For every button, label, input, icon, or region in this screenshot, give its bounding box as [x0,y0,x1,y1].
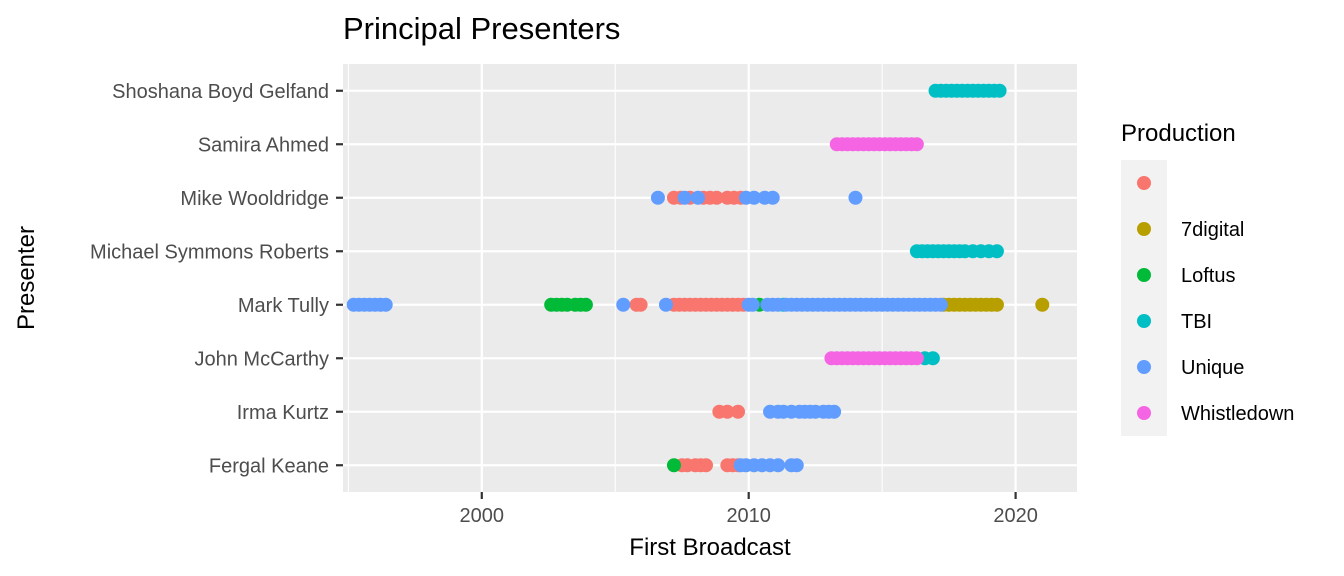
legend-label: Loftus [1181,265,1235,287]
y-tick-label: Mike Wooldridge [180,188,329,210]
legend-key [1137,176,1151,190]
plot-panel [343,64,1077,492]
data-point-7digital [989,297,1004,312]
legend: Production 7digital Loftus TBI Unique Whistl… [1121,120,1294,436]
legend-key [1137,360,1151,374]
data-point-unique [771,458,786,473]
y-tick-label: John McCarthy [195,348,330,370]
x-tick-label: 2000 [460,505,505,527]
data-point-tbi [992,83,1007,98]
legend-label: 7digital [1181,219,1244,241]
data-point-unique [677,190,692,205]
data-points [346,83,1050,473]
y-axis-label: Presenter [13,226,40,330]
y-tick-label: Shoshana Boyd Gelfand [112,81,329,103]
data-point-unique [747,190,762,205]
data-point-unlabeled [720,404,735,419]
data-point-unique [616,297,631,312]
data-point-loftus [666,458,681,473]
y-tick-label: Samira Ahmed [198,134,329,156]
x-axis-label: First Broadcast [629,534,791,561]
data-point-unique [933,297,948,312]
legend-key-background [1121,160,1167,436]
legend-key [1137,314,1151,328]
data-point-unique [745,297,760,312]
data-point-unlabeled [709,190,724,205]
data-point-unique [765,190,780,205]
data-point-unique [658,297,673,312]
data-point-whistledown [909,351,924,366]
data-point-unlabeled [731,404,746,419]
x-tick-label: 2010 [726,505,771,527]
x-tick-label: 2020 [993,505,1038,527]
data-point-unlabeled [699,458,713,473]
chart-title: Principal Presenters [343,11,620,46]
data-point-tbi [989,244,1004,259]
data-point-unique [650,190,665,205]
data-point-unique [848,190,863,205]
data-point-unique [690,190,705,205]
data-point-loftus [578,297,593,312]
legend-key [1137,222,1151,236]
data-point-7digital [1035,297,1050,312]
legend-key [1137,406,1151,420]
data-point-tbi [925,351,940,366]
data-point-unique [378,297,393,312]
legend-label: Unique [1181,357,1244,379]
data-point-unique [789,458,804,473]
legend-title: Production [1121,120,1236,147]
y-tick-label: Fergal Keane [209,455,329,477]
y-tick-label: Irma Kurtz [237,402,329,424]
legend-label: Whistledown [1181,403,1294,425]
y-axis: Fergal Keane Irma Kurtz John McCarthy Mark … [90,81,343,477]
data-point-unlabeled [633,297,648,312]
legend-label: TBI [1181,311,1212,333]
y-tick-label: Michael Symmons Roberts [90,241,329,263]
data-point-unique [827,404,842,419]
data-point-whistledown [909,137,924,152]
legend-key [1137,268,1151,282]
x-axis: 2000 2010 2020 [460,492,1038,527]
y-tick-label: Mark Tully [238,295,329,317]
